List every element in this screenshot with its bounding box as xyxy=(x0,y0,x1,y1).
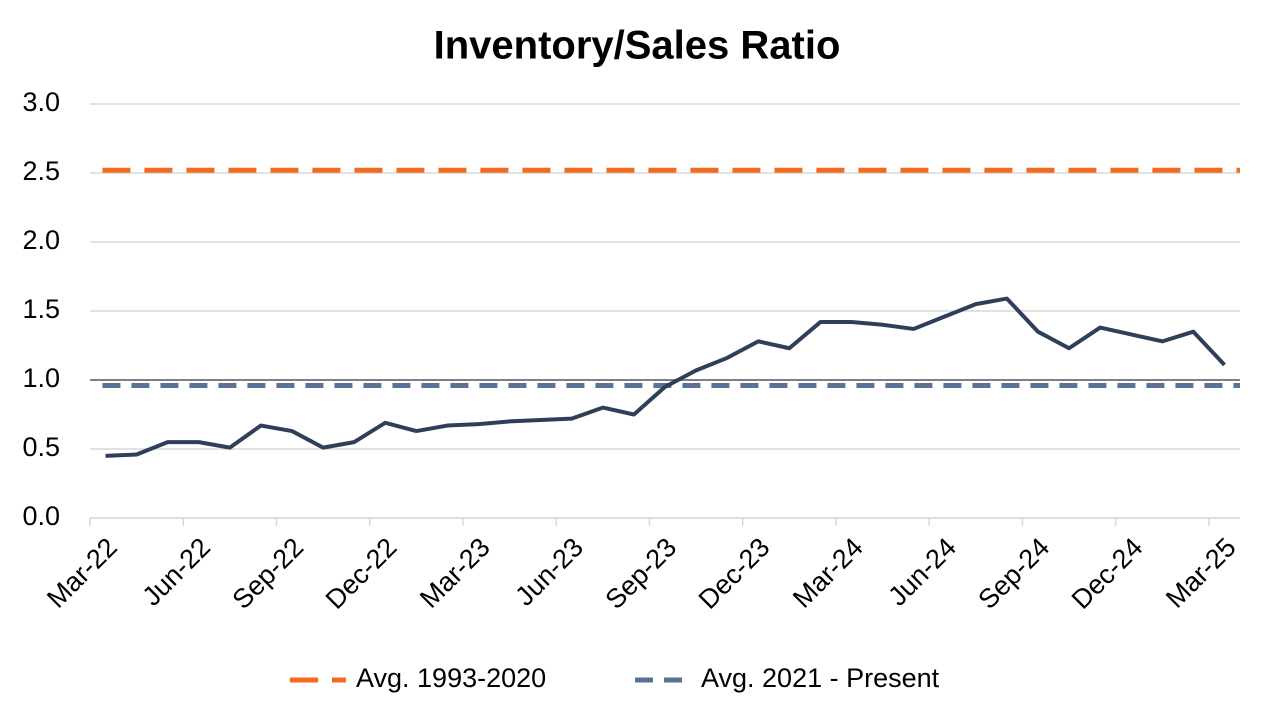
data-line xyxy=(105,296,1226,458)
x-tick-label: Sep-24 xyxy=(972,532,1055,615)
x-tick-label: Mar-22 xyxy=(41,532,123,614)
y-tick-label: 0.5 xyxy=(22,432,60,462)
y-tick-label: 1.5 xyxy=(22,294,60,324)
y-tick-label: 2.5 xyxy=(22,156,60,186)
x-tick-label: Jun-24 xyxy=(882,532,962,612)
y-tick-label: 1.0 xyxy=(22,363,60,393)
legend-label: Avg. 1993-2020 xyxy=(356,663,546,693)
x-tick-label: Sep-22 xyxy=(227,532,310,615)
y-tick-label: 3.0 xyxy=(22,87,60,117)
x-tick-label: Dec-23 xyxy=(693,532,776,615)
x-tick-label: Mar-25 xyxy=(1160,532,1242,614)
legend-label: Avg. 2021 - Present xyxy=(701,663,940,693)
x-tick-label: Mar-23 xyxy=(414,532,496,614)
y-tick-label: 0.0 xyxy=(22,501,60,531)
x-tick-label: Dec-22 xyxy=(320,532,403,615)
x-tick-label: Mar-24 xyxy=(787,532,869,614)
y-tick-label: 2.0 xyxy=(22,225,60,255)
x-tick-label: Sep-23 xyxy=(599,532,682,615)
x-tick-label: Jun-22 xyxy=(136,532,216,612)
x-tick-label: Dec-24 xyxy=(1066,532,1149,615)
x-tick-label: Jun-23 xyxy=(509,532,589,612)
chart-title: Inventory/Sales Ratio xyxy=(434,24,841,68)
